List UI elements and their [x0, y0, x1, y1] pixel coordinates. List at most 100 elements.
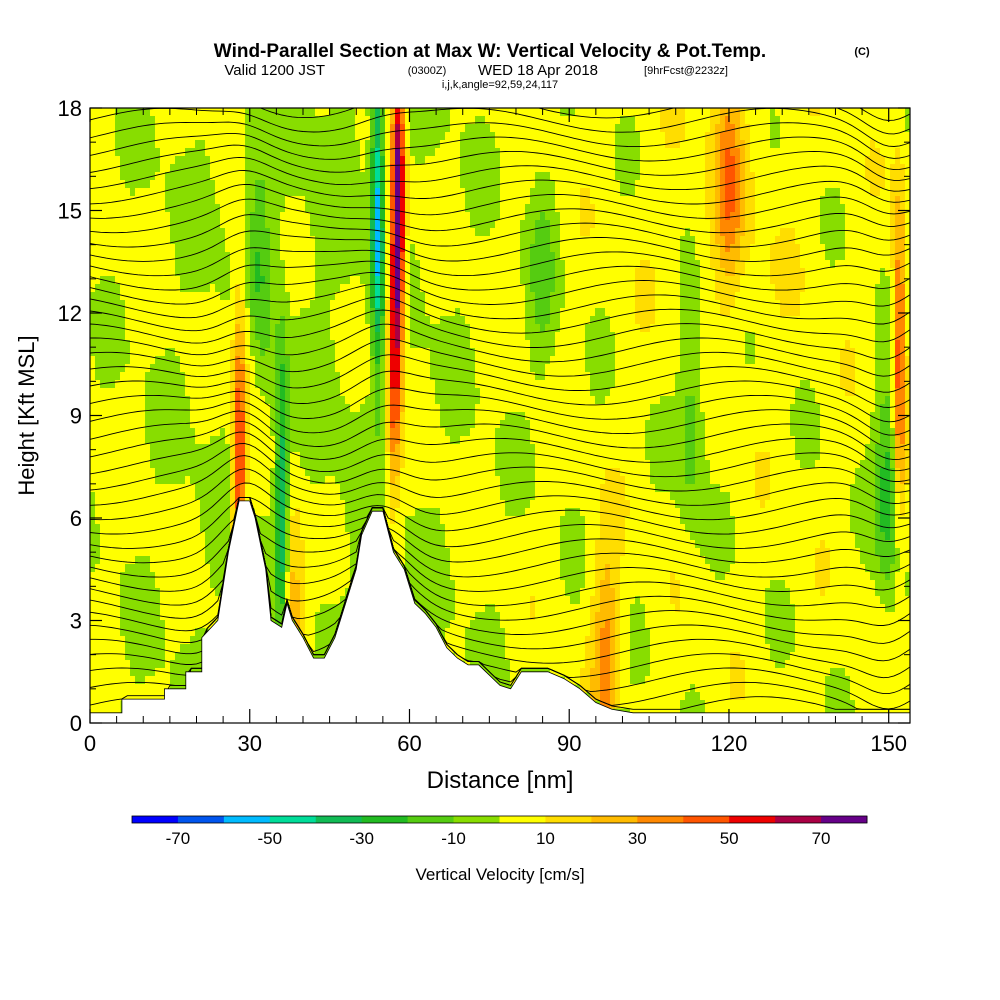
- velocity-cell: [165, 244, 171, 253]
- velocity-cell: [245, 268, 251, 277]
- velocity-cell: [145, 324, 151, 333]
- velocity-cell: [235, 228, 241, 237]
- velocity-cell: [90, 372, 96, 381]
- velocity-cell: [215, 508, 221, 517]
- velocity-cell: [210, 460, 216, 469]
- velocity-cell: [325, 516, 331, 525]
- velocity-cell: [310, 276, 316, 285]
- velocity-cell: [165, 124, 171, 133]
- velocity-cell: [395, 540, 401, 549]
- velocity-cell: [110, 564, 116, 573]
- velocity-cell: [170, 148, 176, 157]
- velocity-cell: [220, 284, 226, 293]
- velocity-cell: [95, 652, 101, 661]
- velocity-cell: [120, 532, 126, 541]
- velocity-cell: [250, 260, 256, 269]
- velocity-cell: [160, 468, 166, 477]
- velocity-cell: [180, 428, 186, 437]
- velocity-cell: [435, 468, 441, 477]
- velocity-cell: [410, 500, 416, 509]
- velocity-cell: [310, 460, 316, 469]
- velocity-cell: [365, 124, 371, 133]
- velocity-cell: [395, 356, 401, 365]
- velocity-cell: [345, 396, 351, 405]
- velocity-cell: [200, 228, 206, 237]
- velocity-cell: [395, 436, 401, 445]
- velocity-cell: [230, 404, 236, 413]
- velocity-cell: [125, 524, 131, 533]
- velocity-cell: [325, 428, 331, 437]
- velocity-cell: [175, 572, 181, 581]
- velocity-cell: [185, 404, 191, 413]
- velocity-cell: [360, 124, 366, 133]
- velocity-cell: [280, 484, 286, 493]
- velocity-cell: [320, 436, 326, 445]
- velocity-cell: [390, 148, 396, 157]
- velocity-cell: [185, 596, 191, 605]
- velocity-cell: [440, 540, 446, 549]
- velocity-cell: [220, 356, 226, 365]
- velocity-cell: [395, 516, 401, 525]
- velocity-cell: [215, 380, 221, 389]
- velocity-cell: [185, 340, 191, 349]
- velocity-cell: [155, 340, 161, 349]
- velocity-cell: [470, 620, 476, 629]
- velocity-cell: [445, 300, 451, 309]
- velocity-cell: [115, 404, 121, 413]
- velocity-cell: [235, 132, 241, 141]
- velocity-cell: [130, 252, 136, 261]
- velocity-cell: [300, 468, 306, 477]
- velocity-cell: [195, 204, 201, 213]
- velocity-cell: [115, 460, 121, 469]
- velocity-cell: [370, 196, 376, 205]
- velocity-cell: [205, 324, 211, 333]
- velocity-cell: [175, 660, 181, 669]
- velocity-cell: [440, 140, 446, 149]
- velocity-cell: [285, 540, 291, 549]
- velocity-cell: [125, 452, 131, 461]
- velocity-cell: [145, 564, 151, 573]
- velocity-cell: [410, 460, 416, 469]
- velocity-cell: [370, 468, 376, 477]
- velocity-cell: [360, 412, 366, 421]
- velocity-cell: [90, 692, 96, 701]
- velocity-cell: [400, 364, 406, 373]
- velocity-cell: [155, 244, 161, 253]
- velocity-cell: [325, 244, 331, 253]
- velocity-cell: [470, 148, 476, 157]
- velocity-cell: [200, 108, 206, 117]
- velocity-cell: [250, 332, 256, 341]
- velocity-cell: [100, 220, 106, 229]
- velocity-cell: [110, 156, 116, 165]
- velocity-cell: [470, 236, 476, 245]
- velocity-cell: [310, 316, 316, 325]
- velocity-cell: [290, 356, 296, 365]
- velocity-cell: [280, 132, 286, 141]
- velocity-cell: [285, 428, 291, 437]
- velocity-cell: [315, 244, 321, 253]
- velocity-cell: [400, 252, 406, 261]
- velocity-cell: [340, 380, 346, 389]
- velocity-cell: [360, 228, 366, 237]
- velocity-cell: [395, 132, 401, 141]
- velocity-cell: [460, 540, 466, 549]
- velocity-cell: [390, 140, 396, 149]
- velocity-cell: [150, 492, 156, 501]
- velocity-cell: [325, 364, 331, 373]
- velocity-cell: [430, 532, 436, 541]
- velocity-cell: [155, 196, 161, 205]
- velocity-cell: [430, 612, 436, 621]
- velocity-cell: [145, 356, 151, 365]
- velocity-cell: [340, 268, 346, 277]
- velocity-cell: [110, 596, 116, 605]
- velocity-cell: [120, 612, 126, 621]
- velocity-cell: [120, 244, 126, 253]
- velocity-cell: [120, 124, 126, 133]
- velocity-cell: [105, 644, 111, 653]
- velocity-cell: [325, 596, 331, 605]
- velocity-cell: [400, 492, 406, 501]
- velocity-cell: [390, 380, 396, 389]
- velocity-cell: [150, 308, 156, 317]
- velocity-cell: [215, 420, 221, 429]
- velocity-cell: [310, 396, 316, 405]
